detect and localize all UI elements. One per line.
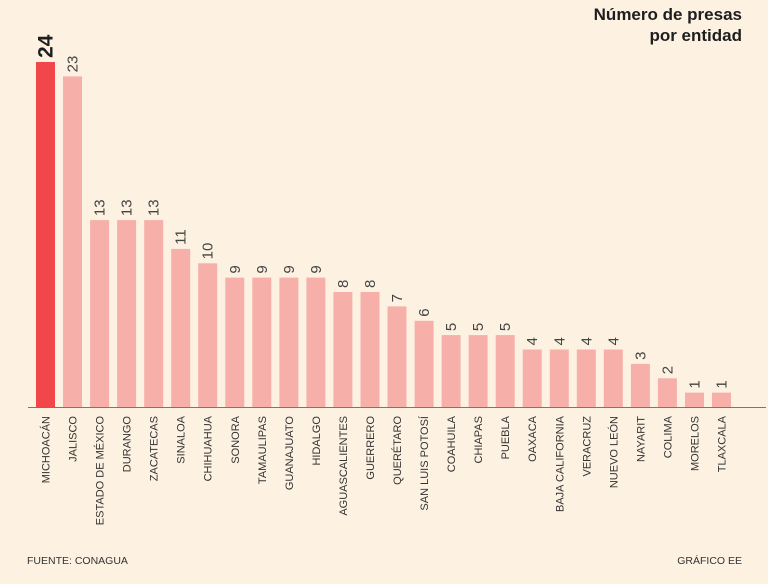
chart-title: Número de presas por entidad [594,4,742,46]
category-label-9: TAMAULIPAS [257,416,269,484]
category-labels: MICHOACÁN JALISCO ESTADO DE MÉXICO DURANGO Z… [40,415,729,525]
chart-title-line-2: por entidad [649,26,742,45]
value-label-15: 6 [416,308,433,316]
category-label-10: GUANAJUATO [284,416,296,491]
bar-13 [360,292,380,407]
value-label-5: 13 [146,199,163,216]
bars [36,62,731,408]
value-label-17: 5 [470,323,487,331]
bar-5 [144,220,164,407]
bar-16 [441,335,461,407]
source-note: FUENTE: CONAGUA [27,555,128,567]
category-label-19: OAXACA [527,415,539,462]
bar-3 [90,220,110,407]
category-label-3: ESTADO DE MÉXICO [94,416,107,526]
category-label-17: CHIAPAS [473,416,485,463]
category-label-4: DURANGO [122,416,134,473]
value-label-3: 13 [92,199,109,216]
bar-1 [36,62,55,407]
category-label-2: JALISCO [68,416,80,462]
category-label-11: HIDALGO [311,416,323,466]
value-label-11: 9 [308,265,325,273]
category-label-18: PUEBLA [500,415,512,459]
category-label-6: SINALOA [176,415,188,463]
value-label-10: 9 [281,265,298,273]
value-label-14: 7 [389,294,406,302]
value-label-25: 1 [687,380,704,388]
value-label-4: 13 [119,199,136,216]
chart-title-line-1: Número de presas [593,5,742,24]
category-label-16: COAHUILA [446,415,458,472]
bar-25 [685,392,704,407]
value-label-22: 4 [605,337,622,345]
bar-4 [117,220,137,407]
category-label-7: CHIHUAHUA [203,415,215,481]
category-label-15: SAN LUIS POTOSÍ [418,415,431,510]
category-label-13: GUERRERO [365,416,377,480]
bar-21 [576,349,596,407]
bar-10 [279,277,299,407]
value-label-9: 9 [254,265,271,273]
value-label-8: 9 [227,265,244,273]
category-label-5: ZACATECAS [149,416,161,481]
category-label-23: NAYARIT [635,416,647,462]
bar-7 [198,263,218,408]
category-label-24: COLIMA [662,415,674,458]
bar-26 [712,392,731,407]
category-label-14: QUERÉTARO [391,416,404,485]
bar-14 [387,306,407,407]
value-label-13: 8 [362,280,379,288]
value-label-7: 10 [200,243,217,260]
category-label-25: MORELOS [690,416,702,471]
bar-2 [63,76,82,408]
value-label-26: 1 [714,380,731,388]
value-label-2: 23 [65,56,82,73]
value-label-21: 4 [578,337,595,345]
bar-23 [630,363,650,407]
category-label-20: BAJA CALIFORNIA [554,415,566,512]
value-label-19: 4 [524,337,541,345]
value-label-12: 8 [335,280,352,288]
credit-note: GRÁFICO EE [677,555,742,567]
value-label-20: 4 [551,337,568,345]
category-label-12: AGUASCALIENTES [338,416,350,516]
category-label-8: SONORA [230,415,242,463]
bar-24 [657,378,677,408]
bar-9 [252,277,272,407]
category-label-26: TLAXCALA [717,415,729,472]
bar-18 [495,335,515,407]
category-label-1: MICHOACÁN [40,416,53,483]
bar-22 [603,349,623,407]
value-label-23: 3 [632,352,649,360]
value-label-1: 24 [35,34,58,58]
category-label-22: NUEVO LEÓN [607,416,620,488]
bar-6 [171,248,191,407]
bar-11 [306,277,326,407]
bar-19 [522,349,542,407]
value-label-16: 5 [443,323,460,331]
value-label-24: 2 [659,366,676,374]
value-label-6: 11 [173,229,190,245]
bar-17 [468,335,488,407]
category-label-21: VERACRUZ [581,416,593,477]
bar-12 [333,292,353,407]
bar-8 [225,277,245,407]
bar-15 [414,320,434,408]
bar-20 [549,349,569,407]
value-label-18: 5 [497,323,514,331]
